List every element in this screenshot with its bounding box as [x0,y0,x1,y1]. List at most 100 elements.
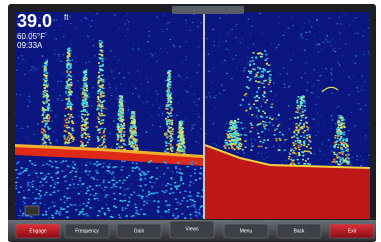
speckle [363,89,365,90]
speckle [213,67,215,68]
speckle [233,59,235,60]
echo [260,56,262,58]
button-label[interactable]: Exit [348,228,357,234]
echo [43,96,45,98]
echo [98,119,100,121]
echo [227,140,229,142]
speckle [128,109,130,110]
sub-bottom [128,175,130,177]
speckle [348,155,350,156]
button-label[interactable]: Menu [240,228,253,234]
echo [166,143,168,145]
echo [86,85,88,87]
speckle [46,34,48,35]
speckle [118,103,120,104]
speckle [128,107,130,108]
speckle [19,209,21,210]
speckle [270,44,272,45]
echo [250,149,252,151]
sub-bottom [69,184,71,186]
sub-bottom [194,169,196,171]
echo [176,150,178,152]
speckle [98,200,100,201]
speckle [305,62,307,63]
sub-bottom [52,217,54,219]
echo [103,100,105,102]
speckle [186,22,188,23]
button-label[interactable]: Back [293,228,305,234]
speckle [258,109,260,110]
sub-bottom [61,170,63,172]
speckle [189,30,191,31]
speckle [339,64,341,65]
speckle [37,177,39,178]
sub-bottom [168,204,170,206]
echo [136,140,138,142]
sub-bottom [96,185,98,187]
button-label[interactable]: Gain [134,228,145,234]
echo [46,72,48,74]
echo [136,147,138,149]
speckle [78,116,80,117]
speckle [279,145,281,146]
speckle [52,162,54,163]
sub-bottom [20,186,22,188]
sub-bottom [66,198,68,200]
echo [165,108,167,110]
sub-bottom [87,215,89,217]
sub-bottom [138,168,140,170]
speckle [33,68,35,69]
echo [166,122,168,124]
echo [84,110,86,112]
sub-bottom [105,196,107,198]
echo [85,82,87,84]
speckle [146,101,148,102]
speckle [58,54,60,55]
speckle [349,94,351,95]
speckle [212,29,214,30]
speckle [70,23,72,24]
speckle [156,16,158,17]
echo [303,123,305,125]
sub-bottom [96,198,98,200]
echo [240,122,242,124]
sub-bottom [151,176,153,178]
echo [45,69,47,71]
speckle [266,156,268,157]
echo [120,136,122,138]
echo [269,79,271,81]
echo [307,163,309,165]
speckle [306,90,308,91]
sub-bottom [165,185,167,187]
echo [71,120,73,122]
speckle [279,146,281,147]
sub-bottom [65,181,67,183]
echo [84,114,86,116]
speckle [152,104,154,105]
speckle [365,105,367,106]
speckle [283,35,285,36]
speckle [91,105,93,106]
echo [261,83,263,85]
button-label[interactable]: Views [185,226,199,232]
button-label[interactable]: Frequency [75,228,99,234]
sub-bottom [112,171,114,173]
sub-bottom [103,180,105,182]
sub-bottom [184,190,186,192]
echo [262,111,264,113]
speckle [58,26,60,27]
echo [180,135,182,137]
speckle [143,102,145,103]
echo [81,135,83,137]
echo [306,126,308,128]
speckle [318,123,320,124]
echo [293,145,295,147]
echo [267,71,269,73]
speckle [146,108,148,109]
echo [345,139,347,141]
echo [278,138,280,140]
speckle [103,163,105,164]
button-label[interactable]: Engage [29,228,46,234]
sub-bottom [57,178,59,180]
echo [337,135,339,137]
